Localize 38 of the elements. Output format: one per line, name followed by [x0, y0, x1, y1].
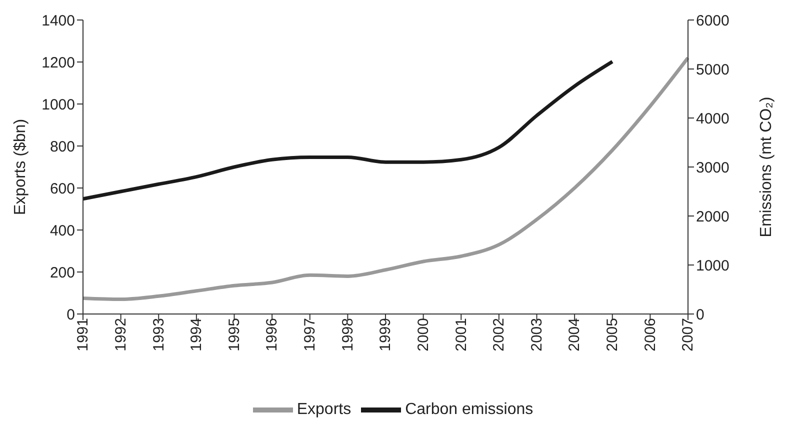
y2-tick-label: 0 [696, 306, 704, 324]
x-tick-label: 1996 [264, 318, 281, 352]
y2-tick-label: 4000 [696, 110, 730, 128]
line-series [81, 56, 690, 302]
x-tick-label: 1993 [150, 318, 168, 352]
y2-tick-label: 1000 [696, 257, 730, 274]
x-tick-label: 1997 [302, 318, 319, 352]
legend-label: Exports [296, 401, 352, 418]
x-tick-label: 2007 [680, 318, 697, 352]
y-tick-label: 0 [66, 306, 75, 324]
y2-tick-label: 2000 [696, 208, 730, 226]
x-tick-label: 1994 [188, 318, 206, 352]
x-tick-label: 2002 [490, 318, 508, 352]
x-tick-label: 2001 [452, 318, 470, 352]
line-series [81, 60, 614, 201]
y-tick-label: 200 [50, 264, 75, 282]
x-tick-label: 1992 [112, 318, 130, 352]
y2-tick-label: 3000 [696, 159, 730, 176]
x-tick-label: 2003 [528, 318, 546, 352]
x-tick-label: 1991 [74, 318, 92, 352]
y-tick-label: 1400 [42, 12, 75, 30]
y2-tick-label: 6000 [696, 12, 730, 30]
x-tick-label: 2006 [642, 318, 659, 352]
y-tick-label: 800 [50, 138, 75, 156]
y2-tick-label: 5000 [696, 61, 730, 78]
y2-axis-title: Emissions (mt CO₂) [758, 96, 775, 238]
x-tick-label: 2005 [604, 318, 622, 352]
x-tick-label: 1999 [377, 318, 394, 352]
y-axis-title: Exports ($bn) [12, 118, 29, 216]
y-tick-label: 400 [50, 222, 75, 240]
x-tick-label: 2000 [414, 318, 432, 352]
legend-label: Carbon emissions [405, 401, 534, 418]
x-tick-label: 1995 [226, 318, 243, 352]
x-tick-label: 2004 [566, 318, 584, 352]
y-tick-label: 1200 [42, 54, 75, 72]
y-tick-label: 600 [50, 180, 75, 198]
x-tick-label: 1998 [339, 318, 356, 352]
y-tick-label: 1000 [42, 96, 75, 114]
